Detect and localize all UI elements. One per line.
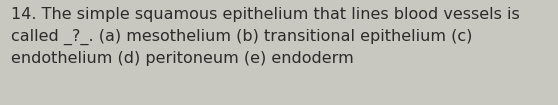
- Text: 14. The simple squamous epithelium that lines blood vessels is
called _?_. (a) m: 14. The simple squamous epithelium that …: [11, 7, 520, 66]
